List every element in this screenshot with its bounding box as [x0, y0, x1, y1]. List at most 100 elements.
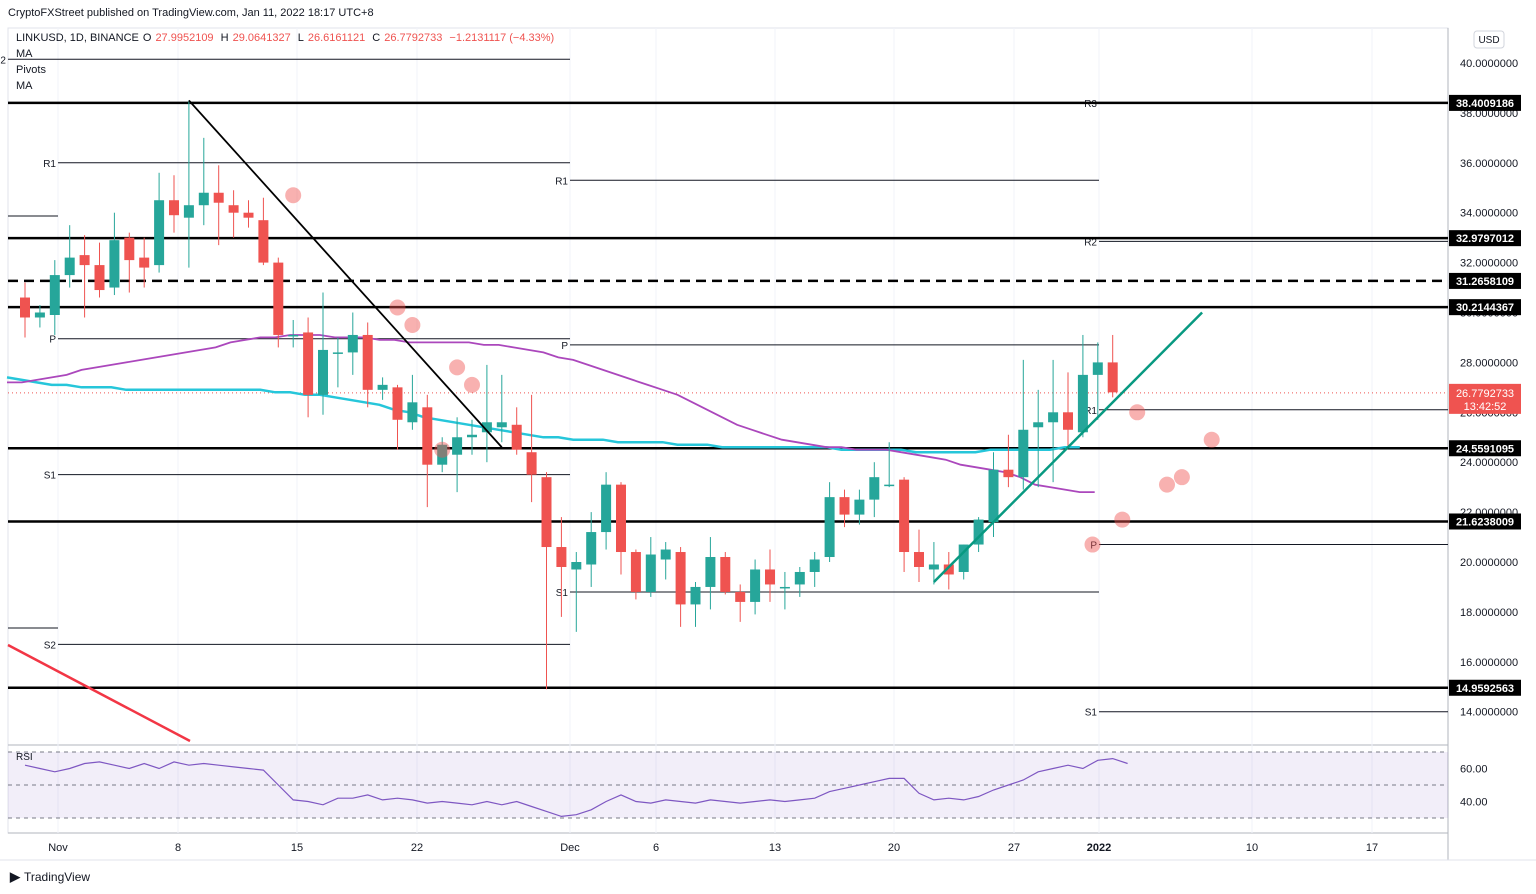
indicator-pivots[interactable]: Pivots — [16, 64, 46, 76]
candle-up — [690, 581, 701, 627]
candle-up — [779, 571, 790, 610]
candle-down — [839, 489, 850, 528]
candle-body — [958, 544, 969, 572]
x-tick-label: 15 — [291, 842, 303, 854]
candle-body — [824, 497, 835, 558]
pivot-label: S1 — [1085, 708, 1098, 719]
candle-up — [928, 542, 939, 585]
candle-down — [616, 482, 626, 575]
y-tick-label: 40.0000000 — [1460, 58, 1518, 70]
candle-body — [332, 352, 343, 354]
x-tick-label: 2022 — [1087, 842, 1111, 854]
candle-down — [213, 165, 224, 246]
candle-up — [377, 377, 388, 400]
level-badge-label: 32.9797012 — [1456, 233, 1514, 245]
candle-down — [899, 477, 910, 572]
candle-body — [198, 192, 209, 206]
candle-body — [228, 205, 239, 213]
candle-body — [452, 437, 463, 455]
indicator-ma-1[interactable]: MA — [16, 48, 33, 60]
touch-marker — [464, 376, 480, 393]
candle-up — [347, 312, 358, 375]
rsi-line — [24, 757, 1128, 818]
candle-body — [258, 220, 269, 263]
level-badge — [1449, 94, 1521, 111]
candle-down — [943, 552, 954, 590]
level-badge — [1449, 230, 1521, 247]
touch-marker — [1129, 404, 1146, 421]
candle-body — [869, 477, 880, 500]
candle-body — [1033, 422, 1044, 428]
candle-body — [273, 262, 284, 335]
ohlc-legend: LINKUSD, 1D, BINANCE O 27.9952109 H 29.0641… — [16, 32, 558, 44]
candle-down — [914, 529, 924, 582]
y-tick-label: 16.0000000 — [1460, 657, 1518, 669]
candle-down — [720, 552, 731, 595]
touch-markers — [285, 187, 1220, 553]
candle-body — [1077, 374, 1088, 433]
tradingview-logo[interactable]: ▶ TradingView — [10, 869, 90, 885]
candle-body — [183, 205, 194, 218]
candle-down — [79, 235, 90, 318]
currency-button[interactable]: USD — [1473, 30, 1505, 49]
candle-down — [362, 322, 373, 408]
open-label: O — [142, 32, 152, 44]
x-tick-label: 10 — [1246, 842, 1258, 854]
x-tick-label: Dec — [560, 842, 580, 854]
candle-body — [645, 554, 656, 592]
candle-body — [988, 469, 999, 523]
candle-body — [541, 477, 552, 548]
candle-body — [20, 297, 30, 318]
candle-body — [318, 349, 328, 395]
candle-body — [139, 257, 150, 268]
y-tick-label: 32.0000000 — [1460, 258, 1518, 270]
touch-marker — [404, 316, 421, 333]
candle-up — [198, 137, 209, 226]
candle-body — [303, 332, 314, 395]
candle-down — [258, 197, 269, 266]
pivot-label: R1 — [1084, 406, 1097, 417]
level-badge-label: 14.9592563 — [1456, 683, 1514, 695]
y-tick-label: 14.0000000 — [1460, 707, 1518, 719]
level-badge-label: 38.4009186 — [1456, 98, 1514, 110]
candle-up — [571, 552, 582, 632]
candle-body — [481, 422, 492, 433]
candle-up — [809, 552, 820, 587]
candle-body — [437, 444, 448, 465]
last-price-badge — [1449, 383, 1521, 414]
indicator-ma-2[interactable]: MA — [16, 80, 33, 92]
candle-up — [332, 337, 343, 388]
pivot-label: P — [49, 335, 56, 346]
level-badge-label: 31.2658109 — [1456, 276, 1514, 288]
time-axis: Nov 8 15 22 Dec 6 13 20 27 2022 10 17 — [48, 842, 1378, 854]
rsi-pane: RSI 60.00 40.00 — [8, 751, 1488, 819]
level-badge — [1449, 440, 1521, 457]
candle-body — [377, 384, 388, 390]
candle-down — [526, 394, 537, 503]
touch-marker — [1084, 536, 1101, 553]
candle-down — [94, 242, 105, 298]
candle-body — [109, 240, 120, 288]
level-badge — [1449, 272, 1521, 289]
level-badge — [1449, 299, 1521, 316]
candle-down — [675, 547, 686, 627]
candle-up — [1092, 342, 1103, 420]
candle-down — [139, 237, 150, 288]
candle-up — [794, 566, 805, 597]
candle-body — [809, 559, 820, 572]
symbol-label[interactable]: LINKUSD, 1D, BINANCE — [16, 32, 139, 44]
trendlines — [7, 99, 1203, 743]
rsi-tick-label: 60.00 — [1460, 764, 1488, 776]
candle-body — [1018, 429, 1029, 478]
candle-up — [437, 437, 448, 473]
candle-up — [705, 537, 716, 610]
low-value: 26.6161121 — [307, 32, 366, 44]
candle-up — [64, 225, 75, 288]
candle-body — [899, 479, 910, 553]
candle-body — [914, 552, 924, 567]
candle-up — [1018, 359, 1029, 490]
y-tick-label: 38.0000000 — [1460, 108, 1518, 120]
candle-down — [273, 257, 284, 348]
published-header: CryptoFXStreet published on TradingView.… — [8, 7, 374, 19]
